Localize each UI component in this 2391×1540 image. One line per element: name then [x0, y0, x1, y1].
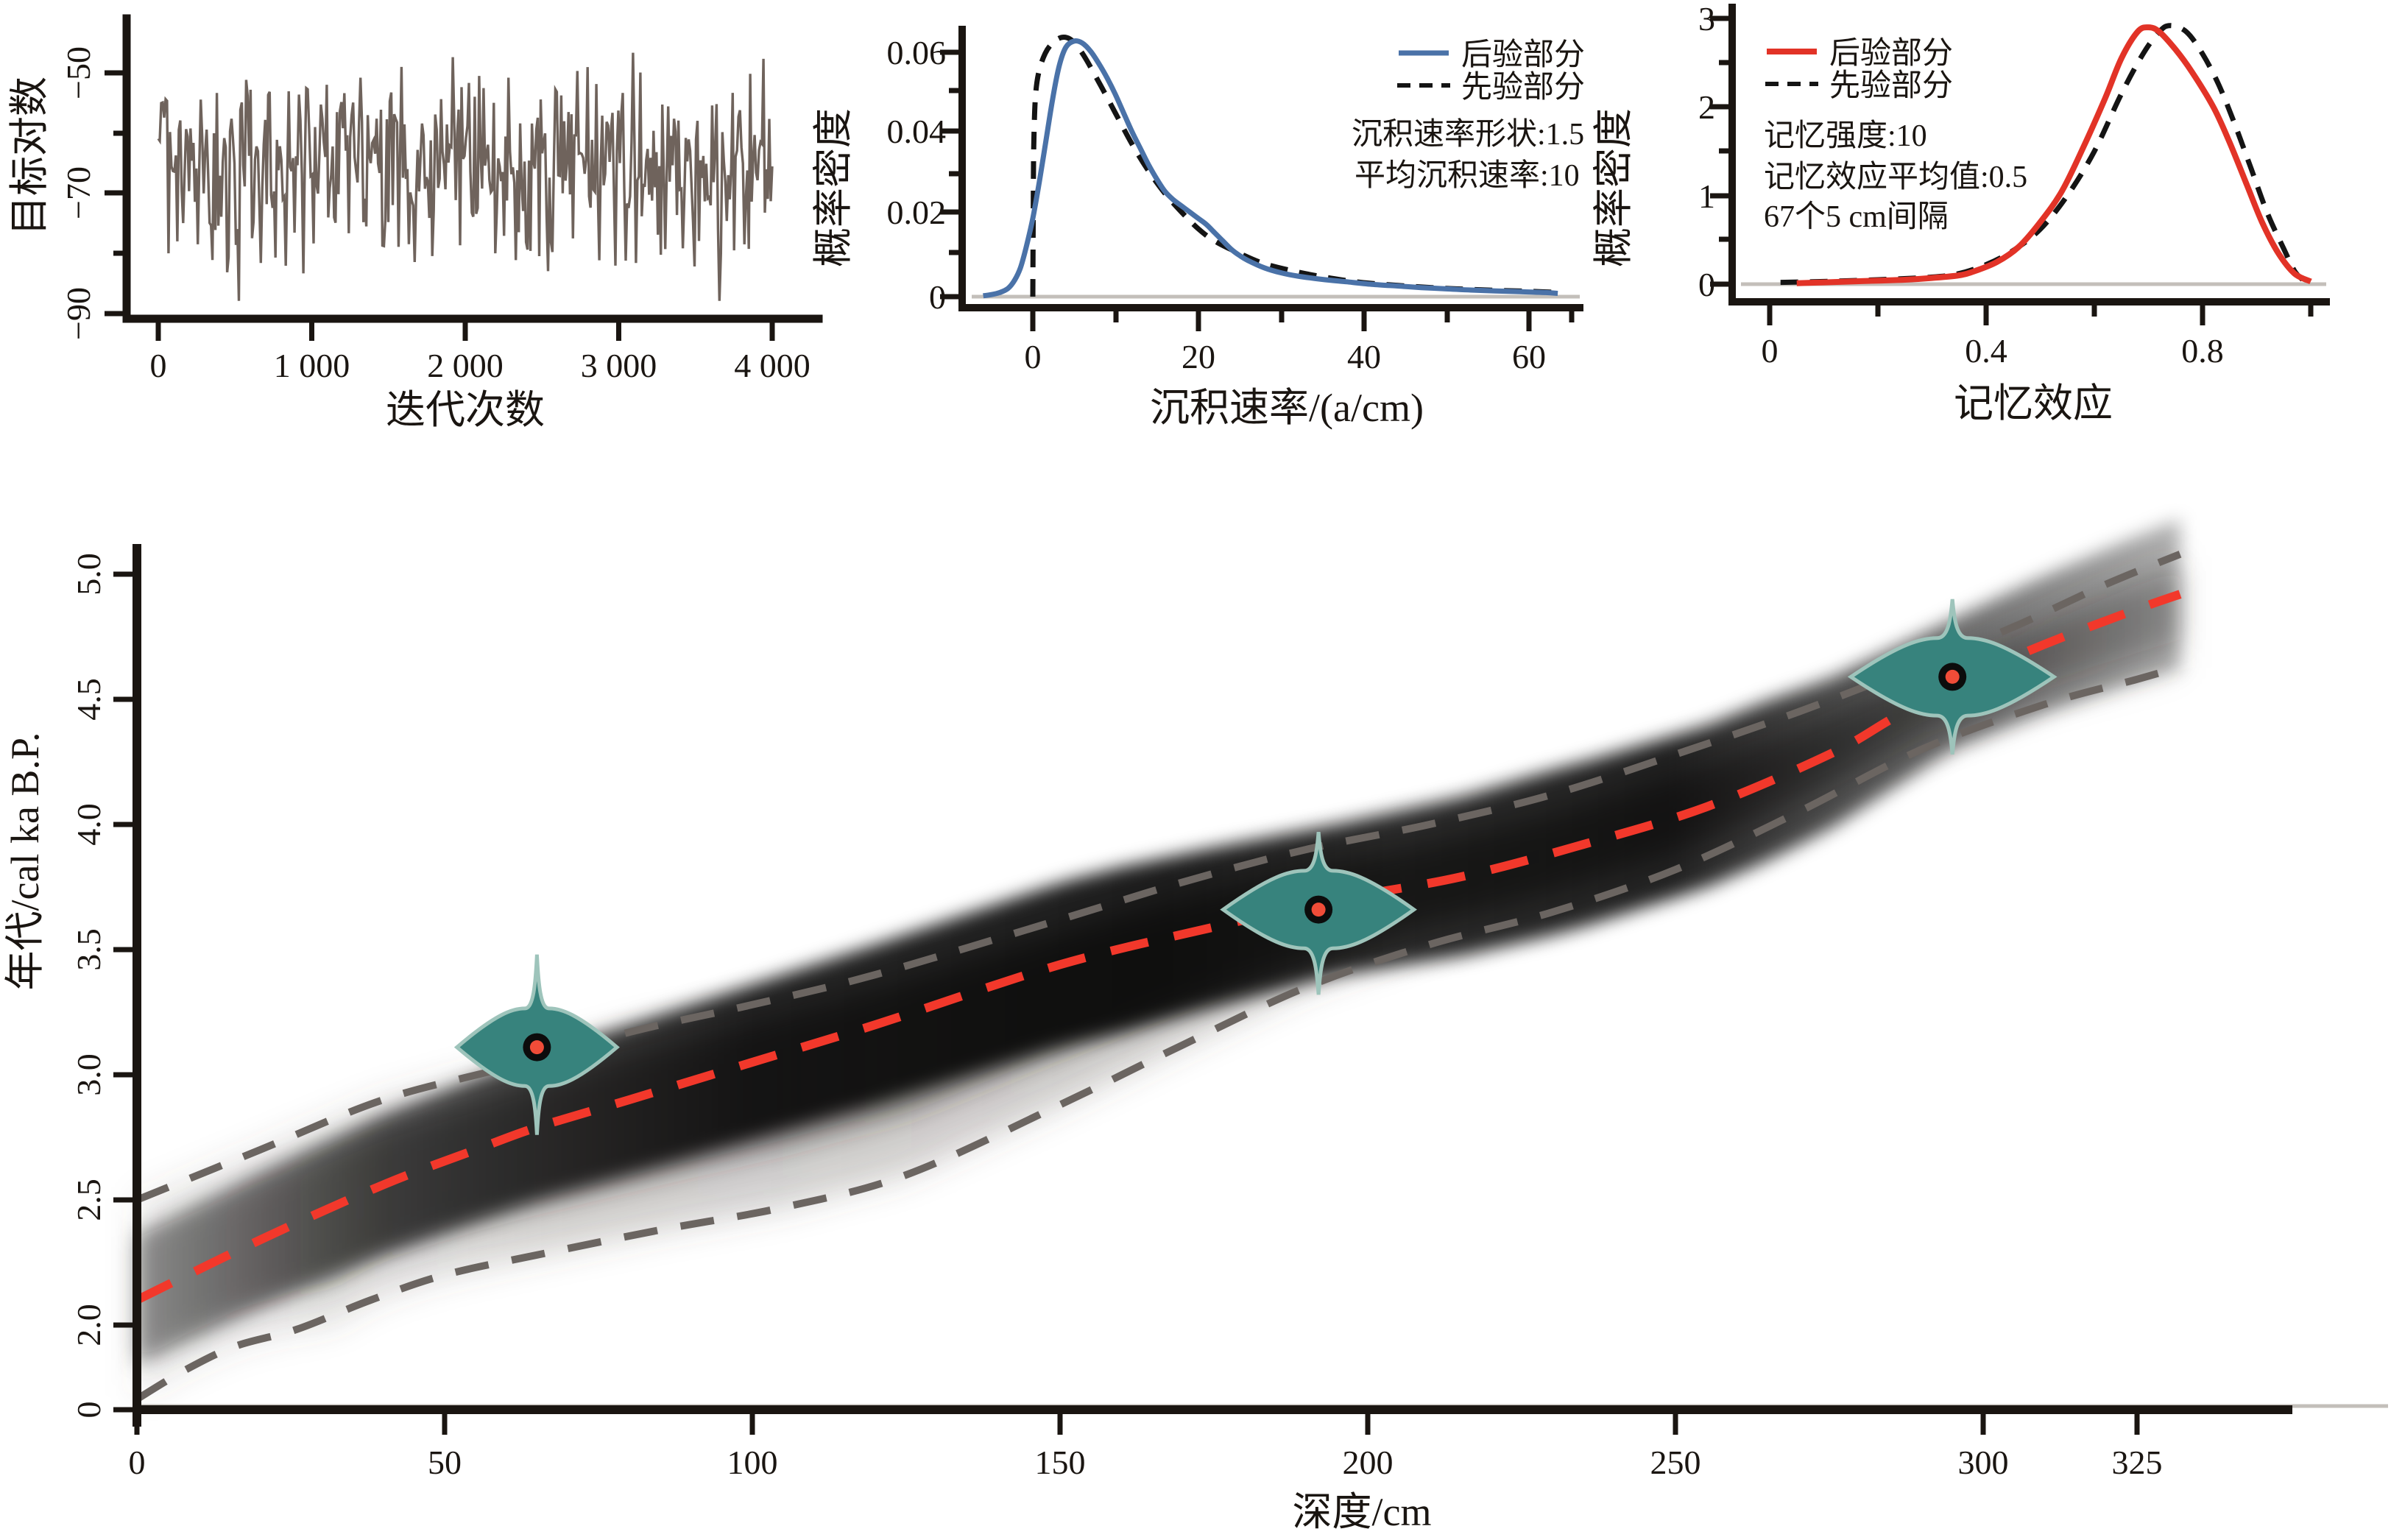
legend-prior-label: 先验部分	[1461, 70, 1585, 105]
y-tick-label: 0	[1698, 266, 1715, 303]
x-tick-label: 2 000	[427, 347, 504, 384]
y-tick-label: 2	[1698, 88, 1715, 126]
y-tick-label: 2.0	[70, 1304, 107, 1346]
y-tick-label: 0.06	[887, 34, 947, 71]
x-axis-title: 深度/cm	[1293, 1490, 1432, 1534]
y-tick-label: 3.5	[70, 928, 107, 971]
mem-mean-label: 记忆效应平均值:0.5	[1764, 160, 2027, 194]
sections-label: 67个5 cm间隔	[1764, 200, 1949, 234]
y-tick-label: 4.5	[70, 678, 107, 721]
x-tick-label: 60	[1512, 338, 1546, 375]
date-marker-inner	[529, 1040, 544, 1055]
x-tick-label: 3 000	[581, 347, 657, 384]
x-tick-label: 0	[1762, 332, 1779, 370]
lower-confidence-line	[135, 663, 2181, 1402]
x-tick-label: 0	[1025, 338, 1042, 375]
mcmc-trace-line	[157, 52, 774, 301]
x-tick-label: 0	[150, 347, 167, 384]
y-axis-title: 年代/cal ka B.P.	[3, 732, 47, 991]
acc-posterior-curve	[983, 38, 1558, 299]
x-tick-label: 100	[727, 1444, 778, 1481]
mem-posterior-curve	[1796, 24, 2312, 286]
y-tick-label: 0.04	[887, 113, 947, 150]
y-tick-label: −70	[60, 166, 97, 219]
acc-shape-label: 沉积速率形状:1.5	[1352, 117, 1584, 152]
acc-mean-label: 平均沉积速率:10	[1355, 158, 1580, 193]
mem-strength-label: 记忆强度:10	[1764, 119, 1927, 153]
x-tick-label: 325	[2112, 1444, 2163, 1481]
y-tick-label: −50	[60, 46, 97, 99]
x-tick-label: 1 000	[274, 347, 350, 384]
x-axis-title: 迭代次数	[386, 388, 545, 432]
y-tick-label: 1	[1698, 177, 1715, 215]
y-tick-label: 2.5	[70, 1179, 107, 1221]
legend-posterior-label: 后验部分	[1461, 38, 1585, 72]
x-tick-label: 50	[428, 1444, 462, 1481]
x-tick-label: 250	[1650, 1444, 1701, 1481]
x-tick-label: 0.4	[1965, 332, 2007, 370]
y-tick-label: 4.0	[70, 803, 107, 846]
y-tick-label: 0	[70, 1402, 107, 1419]
y-axis-title: 概率密度	[811, 108, 855, 267]
x-tick-label: 20	[1182, 338, 1215, 375]
x-tick-label: 4 000	[734, 347, 810, 384]
panel-age-depth-model: 0 2.0 2.5 3.0 3.5 4.0 4.5 5.0 0 50 100 150 200 250 300…	[3, 519, 2388, 1534]
y-tick-label: −90	[60, 287, 97, 340]
mem-prior-curve	[1780, 23, 2305, 286]
x-tick-label: 0.8	[2181, 332, 2224, 370]
legend-prior-label: 先验部分	[1829, 68, 1953, 103]
uncertainty-cloud-core	[137, 519, 2180, 1366]
y-tick-label: 5.0	[70, 553, 107, 596]
x-axis-title: 沉积速率/(a/cm)	[1150, 386, 1424, 430]
y-axis-title: 目标对数	[7, 77, 52, 236]
x-tick-label: 200	[1343, 1444, 1394, 1481]
date-marker-inner	[1945, 669, 1960, 684]
y-tick-label: 3	[1698, 0, 1715, 38]
x-tick-label: 40	[1347, 338, 1381, 375]
x-tick-label: 300	[1958, 1444, 2009, 1481]
date-marker-inner	[1311, 903, 1326, 917]
y-axis-title: 概率密度	[1592, 108, 1636, 267]
y-tick-label: 0	[929, 278, 946, 316]
legend-posterior-label: 后验部分	[1829, 36, 1953, 71]
x-tick-label: 150	[1035, 1444, 1086, 1481]
y-tick-label: 3.0	[70, 1053, 107, 1096]
y-tick-label: 0.02	[887, 194, 947, 231]
x-axis-title: 记忆效应	[1954, 381, 2113, 425]
x-tick-label: 0	[129, 1444, 146, 1481]
